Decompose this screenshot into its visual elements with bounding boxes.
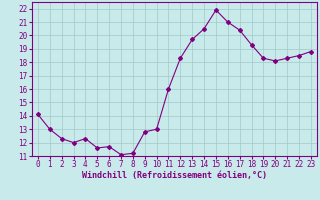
X-axis label: Windchill (Refroidissement éolien,°C): Windchill (Refroidissement éolien,°C) xyxy=(82,171,267,180)
